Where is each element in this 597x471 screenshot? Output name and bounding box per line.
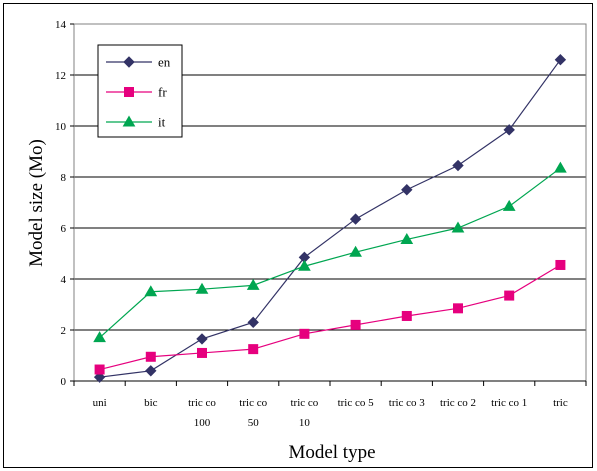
data-point-it [349, 245, 362, 257]
legend-marker [124, 87, 134, 97]
data-point-fr [453, 303, 463, 314]
data-point-en [452, 159, 464, 172]
legend-label: it [158, 115, 166, 130]
x-tick-label: uni [93, 397, 107, 409]
data-point-fr [555, 259, 566, 270]
data-point-en [247, 316, 259, 329]
x-tick-label: tric co 3 [389, 397, 426, 409]
y-tick-label: 2 [61, 325, 67, 337]
x-tick-label: tric co [188, 397, 216, 409]
x-tick-label: tric co [291, 397, 319, 409]
chart-frame [3, 3, 593, 468]
series-fr [94, 259, 566, 375]
data-point-en [554, 53, 567, 66]
data-point-fr [401, 310, 412, 321]
x-tick-label: 50 [248, 417, 260, 429]
data-point-en [401, 184, 413, 196]
data-point-fr [299, 328, 310, 339]
data-point-en [145, 365, 157, 377]
data-point-en [93, 371, 106, 383]
legend-label: fr [158, 85, 167, 100]
data-point-it [246, 278, 260, 290]
data-point-it [144, 285, 158, 297]
data-point-it [298, 259, 311, 271]
legend-marker [123, 56, 135, 68]
data-point-it [195, 282, 209, 294]
x-tick-label: tric co 1 [491, 397, 527, 409]
x-axis-ticks: uni bic tric co 100 tric co 50 tric co 10 tric c… [73, 380, 587, 429]
y-tick-label: 6 [61, 223, 67, 235]
x-axis-title: Model type [288, 442, 375, 463]
x-tick-label: bic [144, 397, 158, 409]
x-tick-label: 10 [299, 417, 311, 429]
data-point-fr [145, 351, 156, 362]
data-point-fr [504, 290, 515, 301]
x-tick-label: tric co [239, 397, 267, 409]
series-line-fr [99, 264, 561, 371]
x-tick-label: tric [553, 397, 568, 409]
series [93, 53, 567, 383]
data-point-it [502, 199, 516, 211]
y-axis-ticks: 0 2 4 6 8 10 12 14 [55, 19, 74, 388]
data-point-fr [248, 344, 259, 355]
x-tick-label: 100 [194, 417, 211, 429]
data-point-en [349, 213, 362, 225]
y-tick-label: 14 [55, 19, 67, 31]
y-tick-label: 4 [61, 274, 67, 286]
data-point-en [503, 124, 515, 136]
legend-label: en [158, 55, 171, 70]
data-point-fr [350, 319, 361, 330]
y-tick-label: 0 [61, 376, 67, 388]
data-point-it [451, 221, 465, 233]
y-tick-label: 10 [55, 121, 67, 133]
data-point-it [93, 331, 106, 343]
data-point-it [554, 161, 567, 173]
legend-item-it: it [106, 115, 166, 130]
series-line-it [99, 167, 561, 339]
x-tick-label: tric co 5 [338, 397, 375, 409]
legend-item-fr: fr [106, 85, 167, 100]
legend-item-en: en [106, 55, 171, 70]
legend-marker [122, 115, 136, 127]
data-point-en [196, 333, 208, 345]
series-it [93, 161, 567, 343]
data-point-it [400, 232, 414, 244]
data-point-fr [94, 364, 105, 375]
x-tick-label: tric co 2 [440, 397, 476, 409]
legend: en fr it [97, 44, 183, 138]
data-point-fr [197, 347, 207, 358]
y-tick-label: 8 [61, 172, 67, 184]
y-tick-label: 12 [55, 70, 66, 82]
y-axis-title: Model size (Mo) [26, 139, 47, 267]
